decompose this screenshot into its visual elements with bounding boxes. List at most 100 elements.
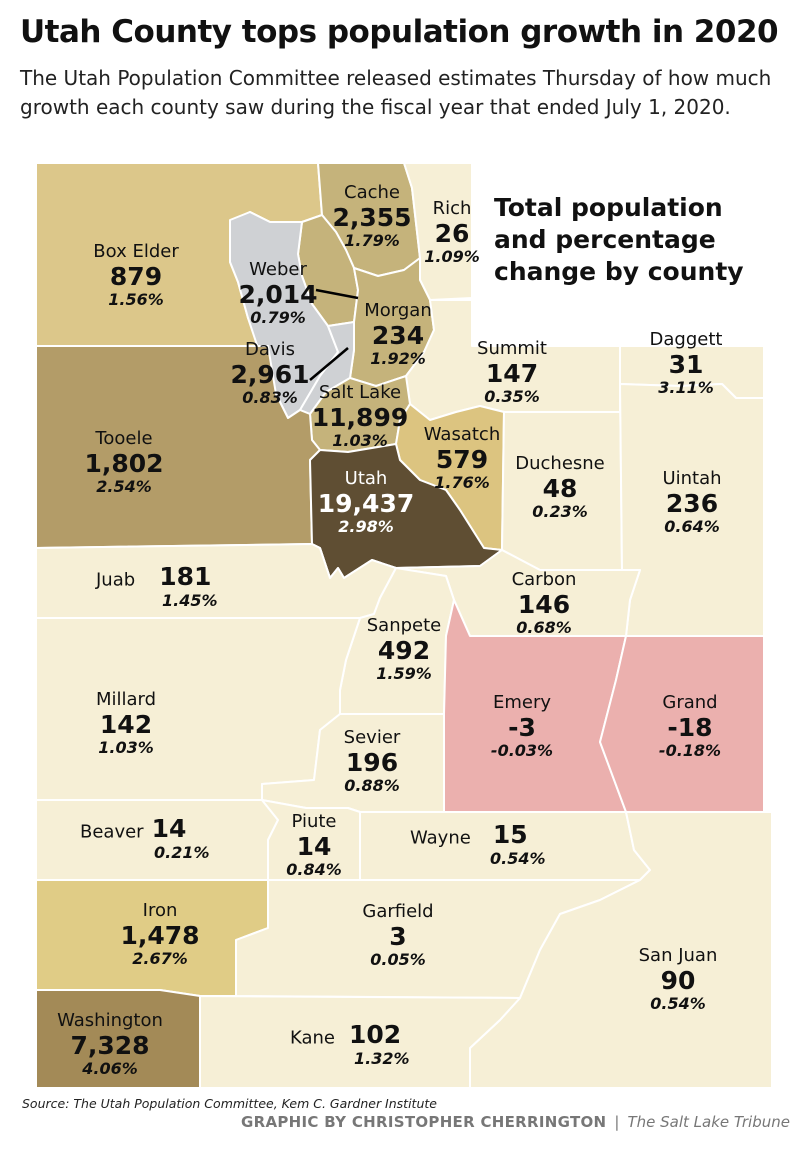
box-elder-name: Box Elder	[93, 241, 179, 262]
emery-pct: -0.03%	[490, 741, 554, 760]
label-cache: Cache 2,355 1.79%	[332, 184, 411, 249]
morgan-name: Morgan	[364, 300, 432, 321]
label-rich: Rich 26 1.09%	[424, 200, 480, 265]
rich-pct: 1.09%	[424, 247, 480, 266]
label-emery: Emery -3 -0.03%	[491, 694, 553, 759]
carbon-pct: 0.68%	[516, 618, 572, 637]
carbon-value: 146	[517, 590, 571, 619]
san-juan-pct: 0.54%	[650, 994, 706, 1013]
davis-name: Davis	[245, 339, 295, 360]
daggett-value: 31	[668, 350, 704, 379]
garfield-value: 3	[389, 922, 407, 951]
piute-pct: 0.84%	[286, 860, 342, 879]
legend-title: Total population and percentage change b…	[494, 192, 784, 288]
wayne-value: 15	[492, 820, 528, 849]
label-washington: Washington 7,328 4.06%	[57, 1012, 163, 1077]
davis-value: 2,961	[230, 360, 310, 389]
duchesne-name: Duchesne	[515, 453, 605, 474]
grand-value: -18	[667, 713, 713, 742]
label-sevier: Sevier 196 0.88%	[344, 729, 401, 794]
credit-separator: |	[614, 1113, 620, 1131]
label-wayne: Wayne 15 0.54%	[410, 822, 546, 867]
millard-value: 142	[99, 710, 153, 739]
millard-pct: 1.03%	[98, 738, 154, 757]
label-san-juan: San Juan 90 0.54%	[639, 947, 718, 1012]
wayne-name: Wayne	[410, 827, 471, 849]
utah-value: 19,437	[317, 489, 415, 518]
wayne-pct: 0.54%	[490, 848, 546, 868]
morgan-value: 234	[371, 321, 425, 350]
county-san-juan	[469, 811, 773, 1089]
page-title: Utah County tops population growth in 20…	[20, 14, 779, 50]
summit-pct: 0.35%	[484, 387, 540, 406]
leader-line-weber	[315, 288, 359, 300]
weber-pct: 0.79%	[250, 308, 306, 327]
kane-pct: 1.32%	[354, 1048, 410, 1068]
garfield-name: Garfield	[362, 901, 434, 922]
cache-value: 2,355	[332, 203, 412, 232]
rich-value: 26	[434, 219, 470, 248]
label-salt-lake: Salt Lake 11,899 1.03%	[312, 384, 408, 449]
kane-value: 102	[349, 1020, 402, 1049]
sevier-name: Sevier	[343, 727, 401, 748]
legend-title-line-1: Total population	[494, 193, 723, 222]
county-kane	[199, 995, 521, 1089]
county-millard	[35, 617, 361, 801]
washington-pct: 4.06%	[82, 1059, 138, 1078]
legend-title-line-3: change by county	[494, 257, 744, 286]
beaver-value: 14	[151, 814, 187, 843]
box-elder-value: 879	[109, 262, 163, 291]
label-kane: Kane 102 1.32%	[290, 1022, 410, 1067]
sanpete-pct: 1.59%	[376, 664, 432, 683]
juab-name: Juab	[96, 569, 136, 591]
label-summit: Summit 147 0.35%	[477, 340, 547, 405]
credit-publication: The Salt Lake Tribune	[627, 1113, 790, 1131]
grand-pct: -0.18%	[658, 741, 722, 760]
graphic-credit: GRAPHIC BY CHRISTOPHER CHERRINGTON | The S…	[241, 1113, 790, 1131]
uintah-pct: 0.64%	[664, 517, 720, 536]
piute-value: 14	[296, 832, 332, 861]
label-sanpete: Sanpete 492 1.59%	[367, 617, 442, 682]
wasatch-value: 579	[435, 445, 489, 474]
label-daggett: Daggett 31 3.11%	[650, 331, 723, 396]
label-davis: Davis 2,961 0.83%	[230, 341, 309, 406]
label-piute: Piute 14 0.84%	[286, 813, 342, 878]
duchesne-value: 48	[542, 474, 578, 503]
emery-name: Emery	[492, 692, 552, 713]
grand-name: Grand	[662, 692, 718, 713]
emery-value: -3	[508, 713, 536, 742]
sanpete-value: 492	[377, 636, 431, 665]
box-elder-pct: 1.56%	[108, 290, 164, 309]
tooele-name: Tooele	[95, 428, 153, 449]
label-duchesne: Duchesne 48 0.23%	[515, 455, 605, 520]
juab-pct: 1.45%	[162, 590, 218, 610]
morgan-pct: 1.92%	[370, 349, 426, 368]
salt-lake-value: 11,899	[311, 403, 409, 432]
san-juan-value: 90	[660, 966, 696, 995]
label-morgan: Morgan 234 1.92%	[364, 302, 432, 367]
garfield-pct: 0.05%	[370, 950, 426, 969]
juab-value: 181	[159, 562, 212, 591]
san-juan-name: San Juan	[638, 945, 718, 966]
source-note: Source: The Utah Population Committee, K…	[22, 1096, 437, 1111]
daggett-name: Daggett	[649, 329, 723, 350]
sevier-value: 196	[345, 748, 399, 777]
wasatch-pct: 1.76%	[434, 473, 490, 492]
tooele-value: 1,802	[84, 449, 164, 478]
summit-value: 147	[485, 359, 539, 388]
uintah-name: Uintah	[662, 468, 722, 489]
legend-title-line-2: and percentage	[494, 225, 716, 254]
duchesne-pct: 0.23%	[532, 502, 588, 521]
washington-name: Washington	[57, 1010, 163, 1031]
davis-pct: 0.83%	[242, 388, 298, 407]
label-box-elder: Box Elder 879 1.56%	[93, 243, 178, 308]
rich-name: Rich	[432, 198, 472, 219]
credit-author: GRAPHIC BY CHRISTOPHER CHERRINGTON	[241, 1113, 607, 1131]
piute-name: Piute	[291, 811, 337, 832]
weber-value: 2,014	[238, 280, 318, 309]
uintah-value: 236	[665, 489, 719, 518]
beaver-name: Beaver	[80, 821, 144, 843]
cache-name: Cache	[344, 182, 400, 203]
label-millard: Millard 142 1.03%	[96, 691, 156, 756]
